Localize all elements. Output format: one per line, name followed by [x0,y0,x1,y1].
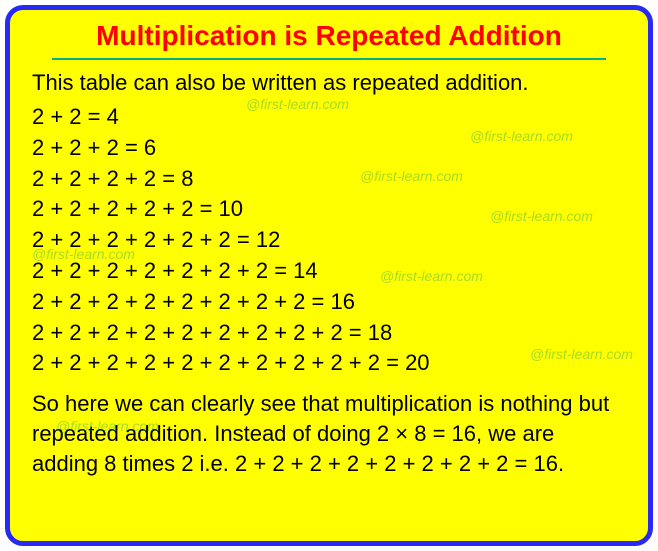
equations-list: 2 + 2 = 4 2 + 2 + 2 = 6 2 + 2 + 2 + 2 = … [32,102,626,379]
lesson-frame: Multiplication is Repeated Addition This… [5,5,653,546]
equation-line: 2 + 2 = 4 [32,102,626,133]
lesson-title: Multiplication is Repeated Addition [52,20,606,60]
equation-line: 2 + 2 + 2 + 2 + 2 = 10 [32,194,626,225]
intro-text: This table can also be written as repeat… [32,70,626,96]
equation-line: 2 + 2 + 2 + 2 + 2 + 2 = 12 [32,225,626,256]
equation-line: 2 + 2 + 2 = 6 [32,133,626,164]
conclusion-text: So here we can clearly see that multipli… [32,389,626,478]
equation-line: 2 + 2 + 2 + 2 + 2 + 2 + 2 + 2 + 2 = 18 [32,318,626,349]
equation-line: 2 + 2 + 2 + 2 + 2 + 2 + 2 + 2 + 2 + 2 = … [32,348,626,379]
equation-line: 2 + 2 + 2 + 2 + 2 + 2 + 2 + 2 = 16 [32,287,626,318]
equation-line: 2 + 2 + 2 + 2 = 8 [32,164,626,195]
equation-line: 2 + 2 + 2 + 2 + 2 + 2 + 2 = 14 [32,256,626,287]
